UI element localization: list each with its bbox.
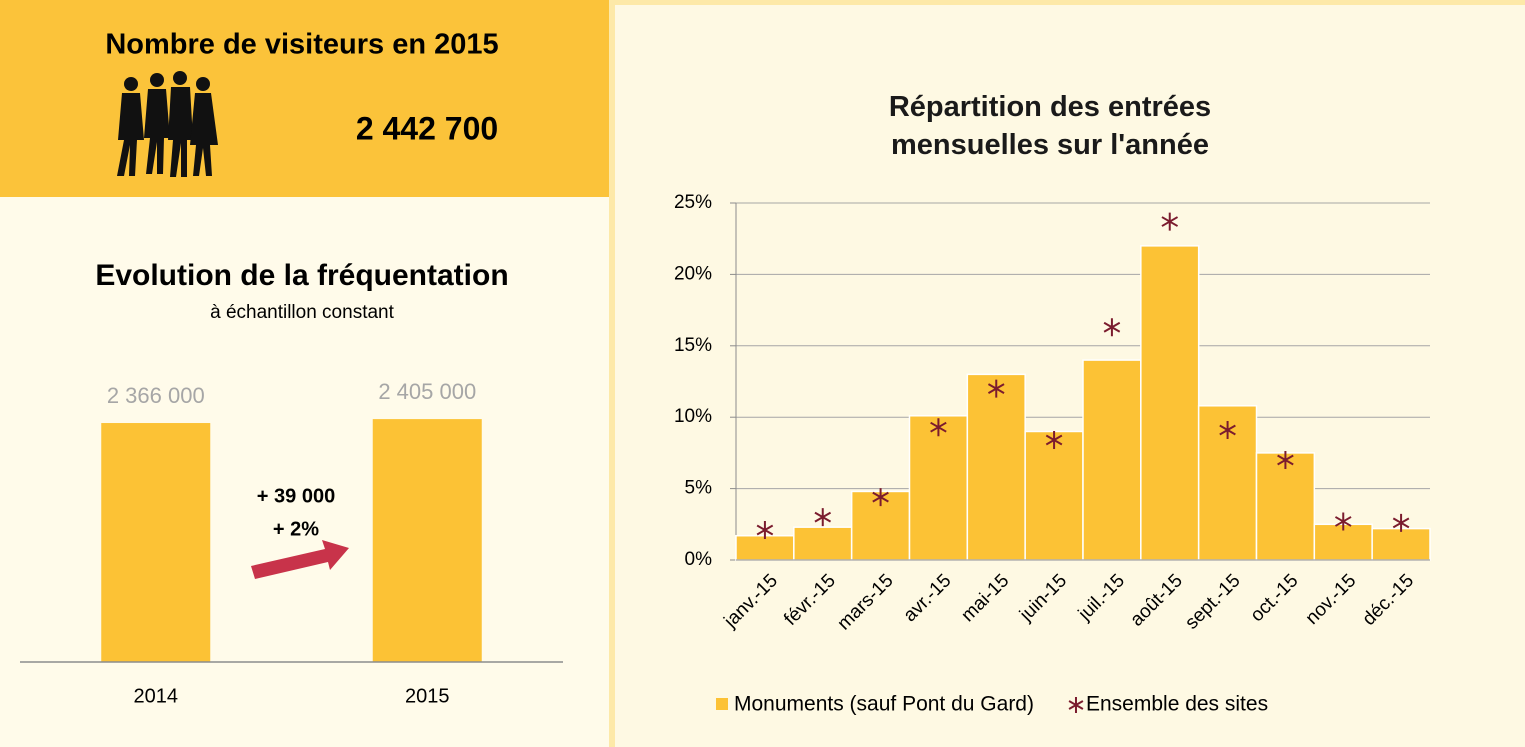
marker [1045,431,1063,450]
bar [735,534,795,561]
legend-label: Monuments (sauf Pont du Gard) [734,693,1034,716]
y-tick-label: 20% [674,263,712,284]
marker [1219,421,1236,440]
x-tick-label: nov.-15 [1302,570,1361,629]
bar [908,415,969,561]
header-title: Nombre de visiteurs en 2015 [105,29,498,61]
x-tick-label: août-15 [1126,570,1186,630]
bar [372,419,482,662]
annotation: + 2% [273,518,319,540]
chart-title: Répartition des entrées mensuelles sur l… [888,91,1212,161]
growth-arrow [251,540,349,579]
x-tick-label: 2015 [405,685,450,707]
bar [1082,359,1142,561]
bar [101,423,211,662]
x-tick-label: avr.-15 [900,570,956,626]
bar [966,373,1026,561]
x-tick-label: sept.-15 [1181,570,1244,633]
x-tick-label: janv.-15 [720,570,782,632]
marker [1277,451,1294,470]
bar [1140,245,1200,561]
x-tick-label: févr.-15 [780,570,840,630]
y-tick-label: 10% [674,406,712,427]
legend-swatch [716,698,728,710]
chart-title: Evolution de la fréquentation [95,259,508,292]
marker [1103,318,1121,337]
x-tick-label: mars-15 [834,570,898,634]
y-tick-label: 0% [685,549,713,570]
marker [1334,512,1352,531]
right-border [615,0,1525,5]
annotation: + 39 000 [257,485,335,507]
marker [872,488,889,507]
chart-subtitle: à échantillon constant [210,302,395,323]
y-tick-label: 15% [674,335,712,356]
marker [930,418,947,437]
x-tick-label: mai-15 [957,570,1013,626]
legend-label: Ensemble des sites [1086,693,1268,716]
x-tick-label: oct.-15 [1247,570,1303,626]
legend-swatch [1068,697,1084,713]
marker [814,508,832,527]
x-tick-label: juil.-15 [1074,570,1129,625]
header-panel [0,0,612,197]
y-tick-label: 5% [685,478,713,499]
y-tick-label: 25% [674,192,712,213]
bar [793,526,853,561]
marker [756,521,774,540]
header-value: 2 442 700 [356,110,498,146]
marker [987,379,1005,398]
x-tick-label: déc.-15 [1359,570,1419,630]
x-tick-label: 2014 [134,685,179,707]
marker [1392,513,1410,532]
marker [1161,212,1179,231]
bar [1371,527,1431,561]
divider [609,0,615,747]
x-tick-label: juin-15 [1015,570,1071,626]
value-label: 2 405 000 [378,379,476,404]
people-icon [117,71,218,177]
bar [1024,430,1084,561]
value-label: 2 366 000 [107,383,205,408]
